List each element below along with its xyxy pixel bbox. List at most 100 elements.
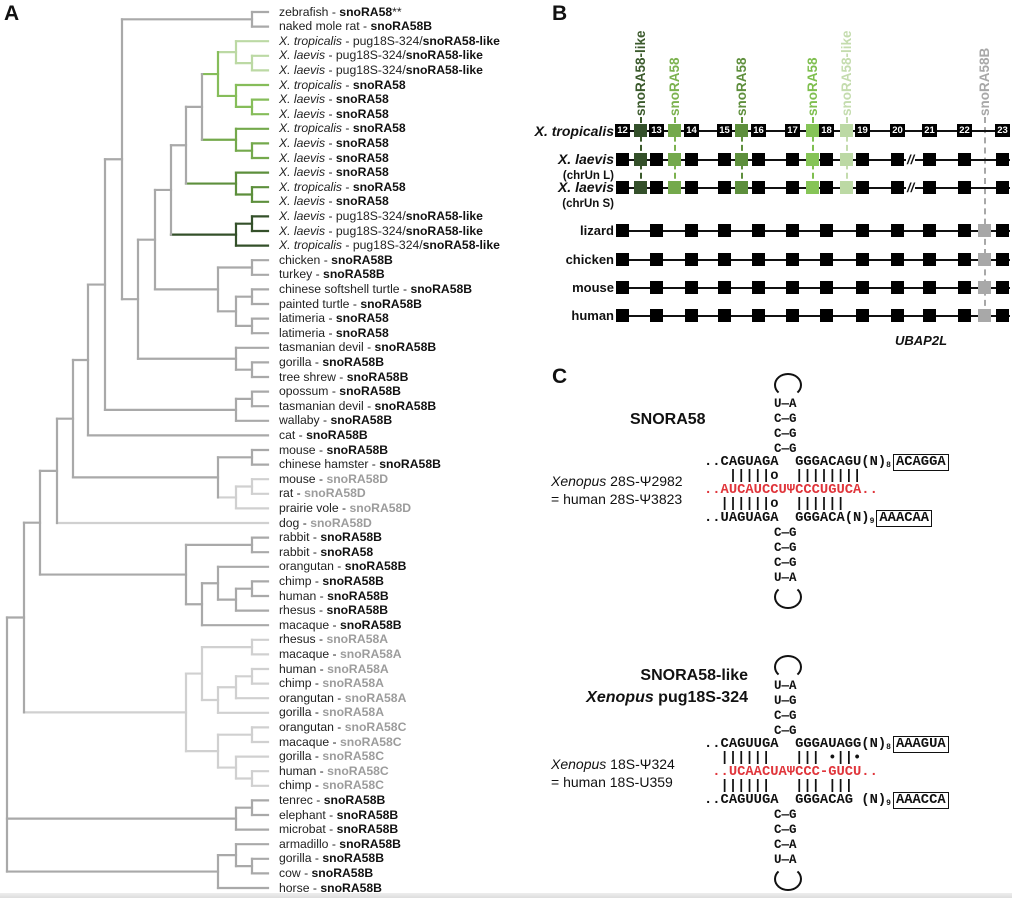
- snorna-exon: [806, 124, 819, 137]
- separator: -: [315, 632, 327, 647]
- separator: -: [325, 150, 336, 165]
- gene-name: snoRA58B: [410, 281, 473, 296]
- top-pairing: |||||o ||||||||: [704, 469, 862, 484]
- gene-name: snoRA58: [335, 325, 389, 340]
- exon: [718, 153, 731, 166]
- exon: [820, 281, 833, 294]
- gene-name: snoRA58-like: [422, 238, 500, 253]
- species-label: X. laevis: [557, 151, 614, 167]
- gene-name: snoRA58: [339, 4, 393, 19]
- tree-leaf-label: chinese softshell turtle - snoRA58B: [279, 282, 472, 296]
- species-name: dog: [279, 515, 300, 530]
- separator: -: [312, 267, 324, 282]
- snorna-exon: [634, 124, 647, 137]
- exon: [820, 253, 833, 266]
- species-name: horse: [279, 880, 310, 895]
- separator: -: [342, 33, 353, 48]
- exon: 13: [649, 124, 664, 137]
- gene-name: snoRA58C: [327, 763, 389, 778]
- species-name: opossum: [279, 384, 329, 399]
- separator: -: [325, 325, 336, 340]
- structure-title: SNORA58: [630, 411, 706, 428]
- tree-leaf-label: gorilla - snoRA58A: [279, 705, 384, 719]
- tree-leaf-label: microbat - snoRA58B: [279, 822, 398, 836]
- snorna-exon: [840, 153, 853, 166]
- gene-name: snoRA58B: [326, 442, 389, 457]
- exon: [996, 181, 1009, 194]
- separator: -: [325, 165, 336, 180]
- species-name: latimeria: [279, 325, 326, 340]
- exon: 12: [615, 124, 630, 137]
- tree-leaf-label: rhesus - snoRA58A: [279, 632, 388, 646]
- separator: -: [325, 208, 336, 223]
- species-name: rabbit: [279, 544, 310, 559]
- snorna-dashed-line: [674, 117, 676, 188]
- separator: -: [333, 719, 345, 734]
- gene-name: snoRA58D: [326, 471, 389, 486]
- snorna-dashed-line: [984, 117, 986, 316]
- gene-name: snoRA58-like: [405, 223, 483, 238]
- separator: -: [325, 62, 336, 77]
- species-name: rabbit: [279, 530, 310, 545]
- snorna-label: snoRA58: [667, 57, 682, 116]
- species-name: gorilla: [279, 354, 312, 369]
- spacer-count: 8: [886, 461, 891, 470]
- snorna-exon: [978, 309, 991, 322]
- tree-leaf-label: human - snoRA58B: [279, 589, 389, 603]
- tree-leaf-label: X. tropicalis - snoRA58: [279, 121, 406, 135]
- exon: [786, 153, 799, 166]
- separator: -: [342, 238, 353, 253]
- exon: 15: [717, 124, 732, 137]
- spacer-count: 9: [886, 799, 891, 808]
- snorna-dashed-line: [741, 117, 743, 188]
- gene-name: snoRA58A: [344, 690, 407, 705]
- exon: 21: [922, 124, 937, 137]
- gene-name: snoRA58-like: [405, 48, 483, 63]
- separator: -: [325, 106, 336, 121]
- target-site: 18S-Ψ324: [606, 756, 675, 772]
- species-name: orangutan: [279, 559, 334, 574]
- separator: -: [325, 48, 336, 63]
- exon: [650, 309, 663, 322]
- separator: -: [349, 296, 361, 311]
- snorna-exon: [840, 124, 853, 137]
- species-name: human: [279, 661, 317, 676]
- tree-leaf-label: X. laevis - snoRA58: [279, 107, 389, 121]
- exon: [820, 153, 833, 166]
- gene-prefix: pug18S-324/: [352, 238, 423, 253]
- species-name: human: [279, 763, 317, 778]
- gene-line: [616, 259, 1010, 261]
- gene-name: snoRA58B: [320, 880, 382, 895]
- species-name: X. laevis: [279, 135, 326, 150]
- species-name: macaque: [279, 646, 330, 661]
- separator: -: [316, 661, 328, 676]
- separator: -: [293, 486, 305, 501]
- gene-name: snoRA58B: [374, 398, 437, 413]
- tree-leaf-label: X. laevis - pug18S-324/snoRA58-like: [279, 48, 483, 62]
- stem-pair: C—G: [774, 556, 797, 570]
- species-name: X. laevis: [279, 48, 326, 63]
- gene-name: snoRA58C: [322, 778, 384, 793]
- snorna-label: snoRA58B: [977, 47, 992, 116]
- separator: -: [363, 398, 375, 413]
- gene-name: snoRA58: [352, 121, 406, 136]
- target-line-1: Xenopus 28S-Ψ2982: [551, 472, 683, 490]
- separator: -: [368, 457, 380, 472]
- motif-box: ACAGGA: [892, 454, 949, 471]
- tree-leaf-label: rabbit - snoRA58: [279, 545, 373, 559]
- top-hairpin-loop: [774, 373, 802, 397]
- species-name: mouse: [279, 471, 316, 486]
- gene-name: snoRA58: [320, 544, 374, 559]
- target-line-1: Xenopus 18S-Ψ324: [551, 755, 675, 773]
- separator: -: [359, 19, 371, 34]
- exon: [650, 253, 663, 266]
- tree-leaf-label: dog - snoRA58D: [279, 516, 372, 530]
- snorna-exon: [735, 153, 748, 166]
- separator: -: [342, 179, 353, 194]
- rrna-target: ..AUCAUCCUΨCCCUGUCA..: [704, 483, 878, 498]
- gene-line: [616, 230, 1010, 232]
- tree-leaf-label: gorilla - snoRA58B: [279, 355, 384, 369]
- species-name: chicken: [279, 252, 321, 267]
- species-name: turkey: [279, 267, 313, 282]
